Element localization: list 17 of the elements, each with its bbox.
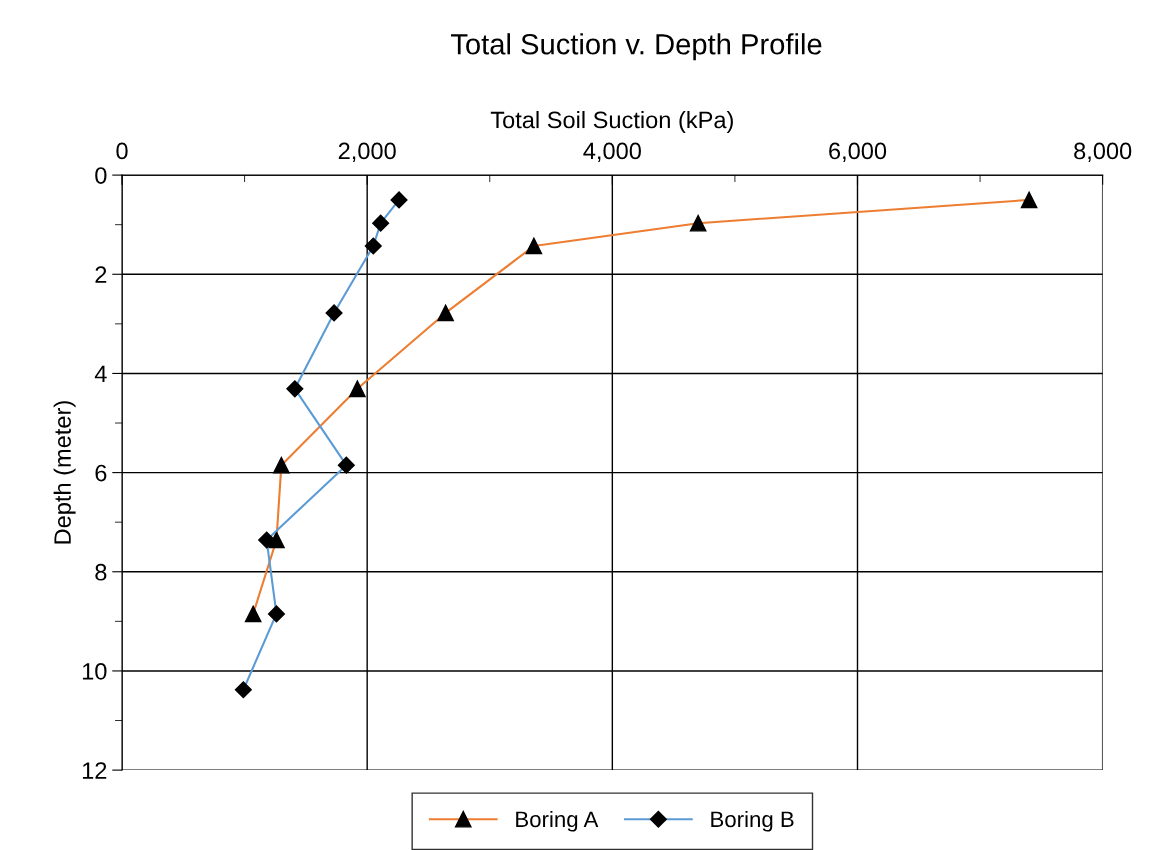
y-tick-label: 12 [82, 762, 107, 779]
y-axis-title: Depth (meter) [53, 401, 76, 544]
x-axis-title: Total Soil Suction (kPa) [490, 110, 733, 133]
x-tick-label: 4,000 [583, 142, 641, 163]
y-tick-label: 8 [95, 563, 107, 581]
y-tick-label: 0 [95, 167, 107, 184]
y-tick-label: 4 [94, 365, 107, 382]
y-tick-label: 6 [95, 464, 107, 482]
y-tick-label: 2 [95, 266, 107, 283]
x-tick-label: 8,000 [1074, 142, 1132, 163]
y-tick-label: 10 [82, 663, 107, 680]
legend-label: Boring A [516, 810, 599, 832]
x-tick-label: 0 [116, 142, 128, 160]
chart-title: Total Suction v. Depth Profile [451, 33, 822, 61]
legend-label: Boring B [711, 810, 794, 832]
x-tick-label: 6,000 [829, 142, 887, 163]
x-tick-label: 2,000 [338, 142, 396, 163]
